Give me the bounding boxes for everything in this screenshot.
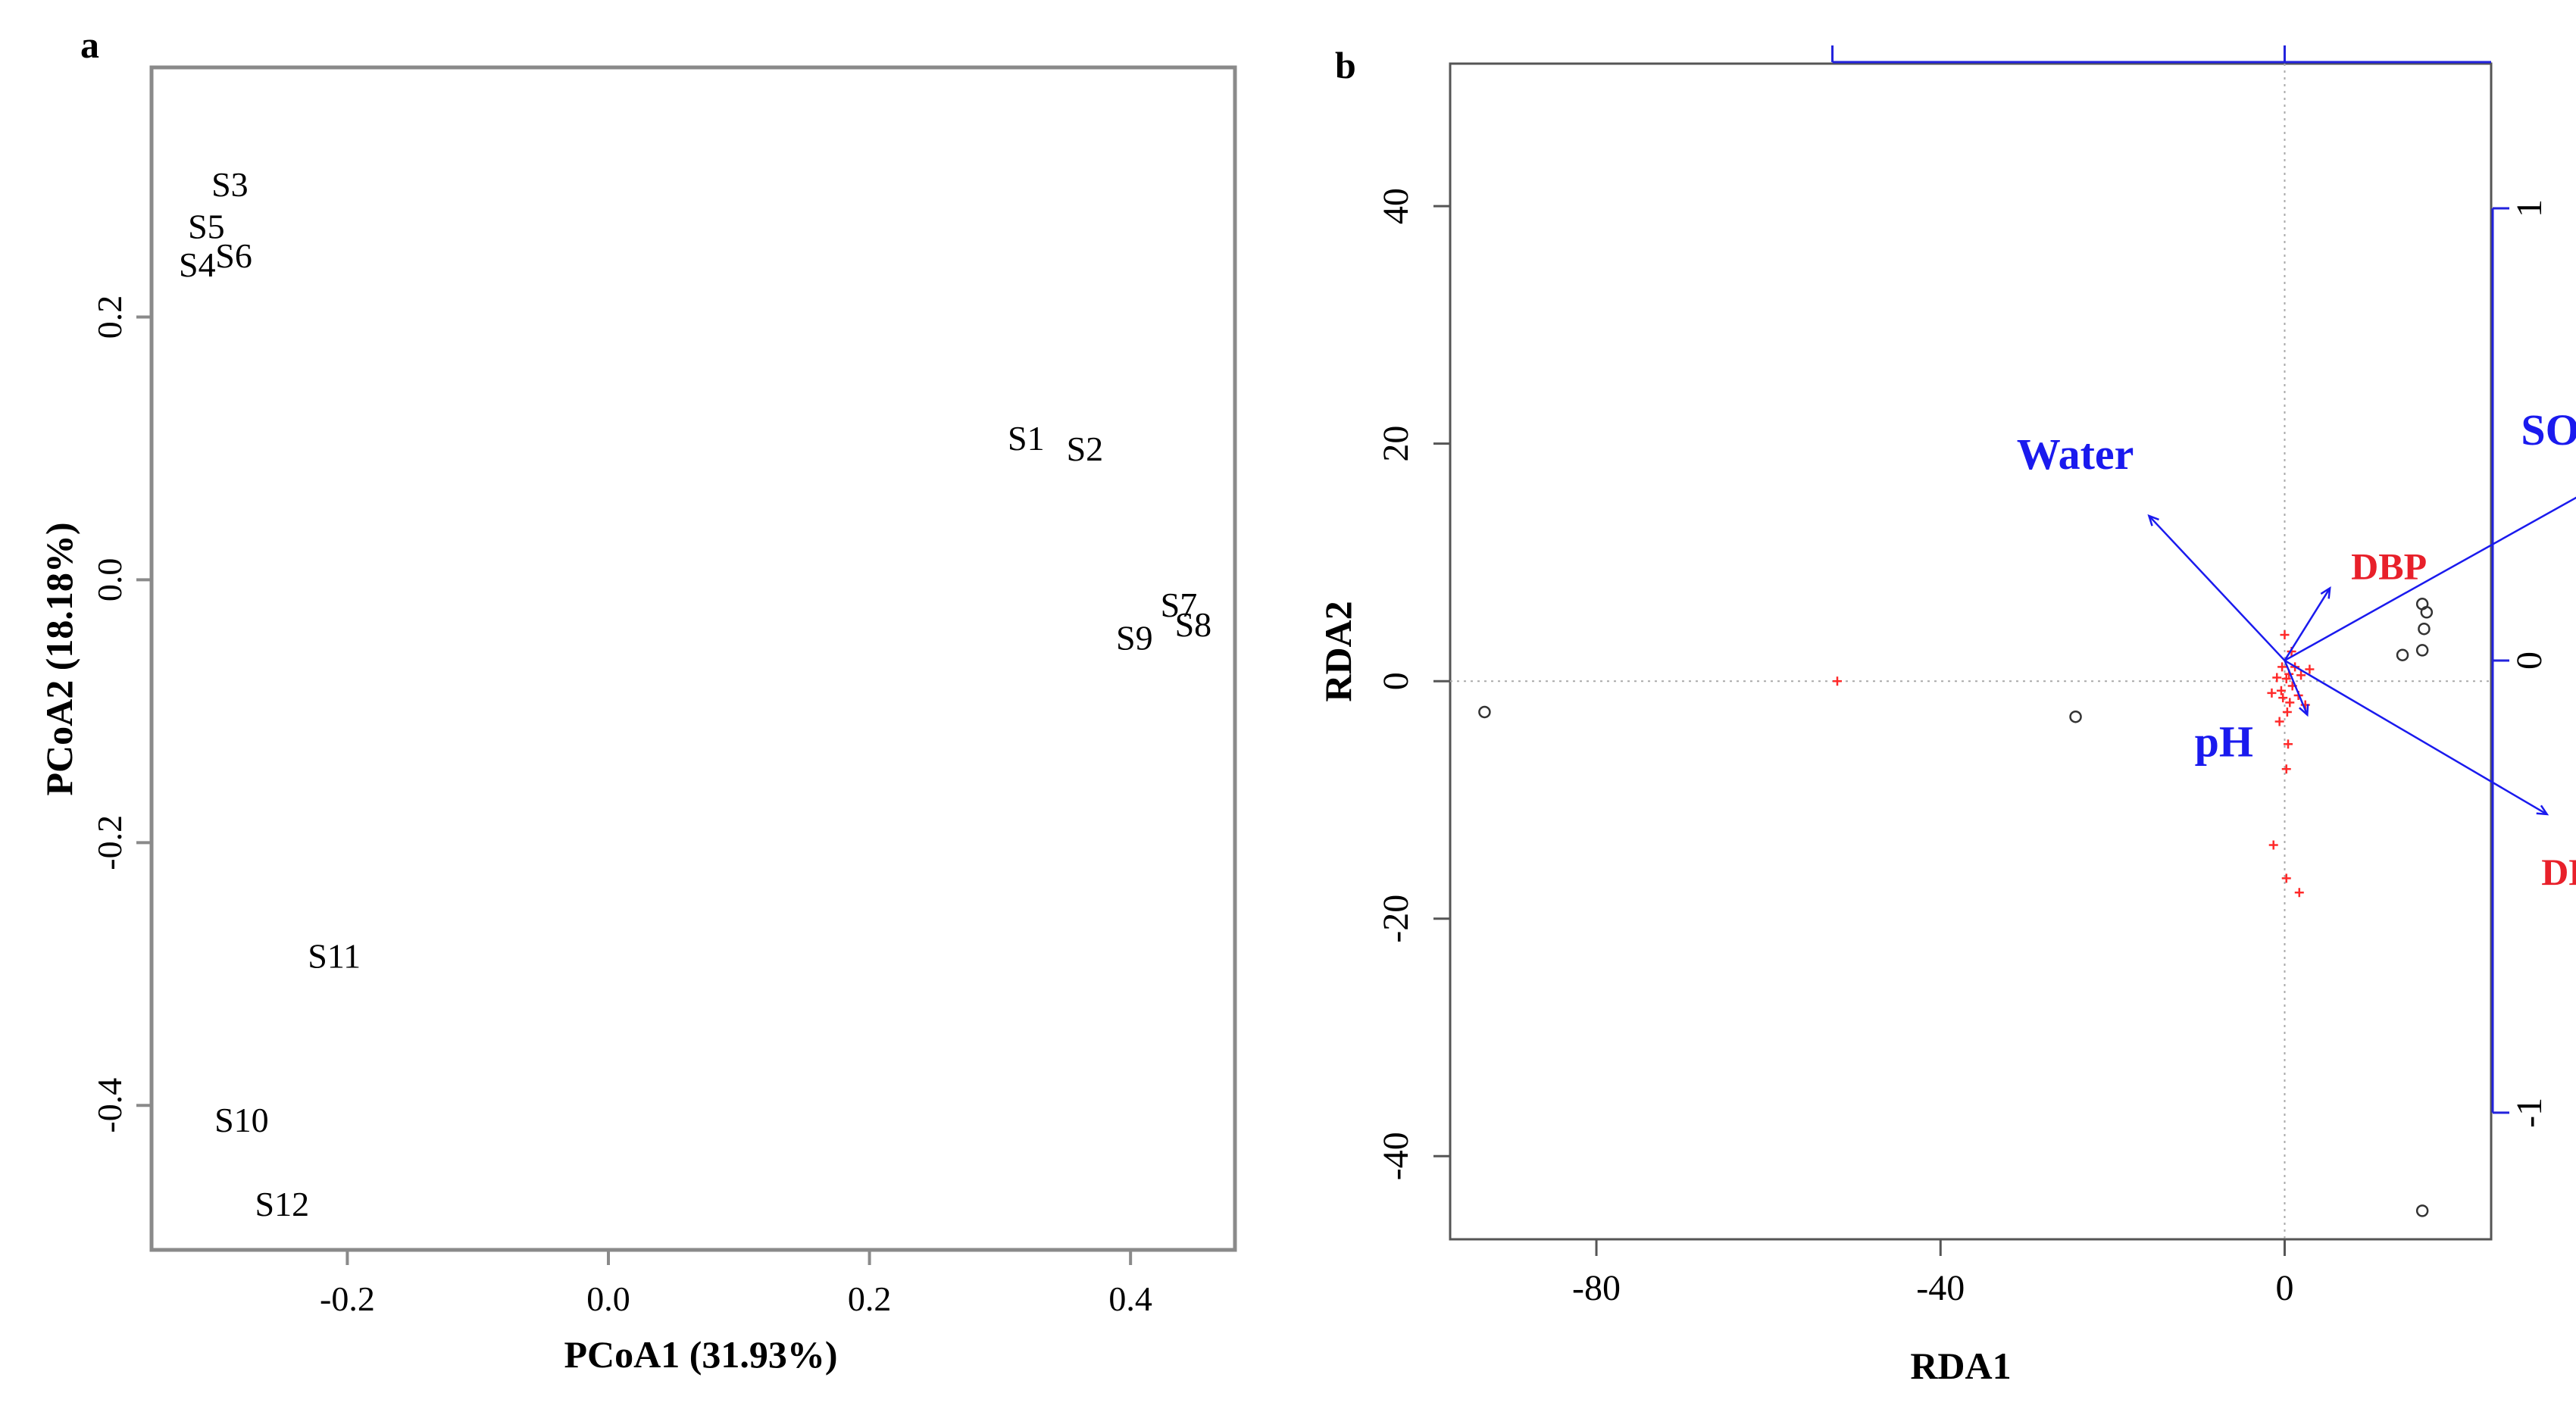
vector-ph: pH bbox=[2195, 660, 2309, 767]
x-tick-label--0-2: -0.2 bbox=[320, 1279, 375, 1318]
sample-label-s5: S5 bbox=[188, 208, 225, 246]
panel-b-label: b bbox=[1335, 44, 1356, 86]
vector-label-ph: pH bbox=[2195, 717, 2253, 767]
y-tick-label-0-0: 0.0 bbox=[90, 558, 129, 602]
species-point bbox=[2280, 630, 2290, 640]
species-point bbox=[2282, 707, 2292, 717]
y-tick-label--40: -40 bbox=[1376, 1132, 1416, 1180]
panel-b-rda-biplot: b -80 -40 0 -40 -20 0 20 40 -1 0 1 Water SOM DBP pH… bbox=[1317, 44, 2576, 1387]
panel-b-secondary-axes: -1 0 1 bbox=[1831, 45, 2549, 1128]
site-point bbox=[2396, 648, 2409, 661]
sample-label-s10: S10 bbox=[214, 1101, 269, 1139]
sample-label-s2: S2 bbox=[1067, 430, 1104, 468]
species-point bbox=[2277, 662, 2287, 672]
sample-label-s8: S8 bbox=[1175, 605, 1212, 644]
x-tick-label--40: -40 bbox=[1916, 1268, 1965, 1308]
panel-a-x-axis-title: PCoA1 (31.93%) bbox=[564, 1333, 837, 1376]
site-point bbox=[2415, 1204, 2429, 1217]
y-tick-label-0: 0 bbox=[1376, 672, 1416, 690]
sample-label-s4: S4 bbox=[179, 245, 216, 284]
vector-arrow-shaft bbox=[2148, 515, 2286, 661]
y-tick-label--0-2: -0.2 bbox=[90, 815, 129, 870]
species-point bbox=[2276, 686, 2286, 695]
species-point bbox=[2274, 717, 2284, 726]
vector-arrow-shaft bbox=[2284, 659, 2548, 815]
sample-label-s9: S9 bbox=[1116, 619, 1153, 658]
panel-a-y-axis: -0.4 -0.2 0.0 0.2 bbox=[90, 295, 152, 1133]
species-point bbox=[2296, 670, 2306, 680]
vector-label-water: Water bbox=[2017, 430, 2134, 479]
species-point bbox=[2268, 840, 2278, 850]
x-tick-label--80: -80 bbox=[1572, 1268, 1621, 1308]
panel-b-species-points bbox=[1832, 630, 2315, 898]
vector-dehp: DEHP bbox=[2284, 659, 2576, 893]
sample-label-s1: S1 bbox=[1008, 419, 1045, 458]
vector-water: Water bbox=[2017, 430, 2286, 661]
species-point bbox=[1832, 676, 1842, 686]
species-point bbox=[2278, 693, 2288, 703]
site-point bbox=[2418, 622, 2431, 636]
vector-arrow-shaft bbox=[2284, 660, 2309, 716]
vector-dbp: DBP bbox=[2284, 545, 2427, 661]
x-tick-label-0: 0 bbox=[2275, 1268, 2293, 1308]
sample-label-s6: S6 bbox=[215, 236, 252, 275]
y-tick-label-0-2: 0.2 bbox=[90, 295, 129, 339]
x-tick-label-0-2: 0.2 bbox=[848, 1279, 892, 1318]
vector-arrow-head bbox=[2147, 514, 2159, 526]
panel-b-site-points bbox=[1478, 598, 2434, 1217]
site-point bbox=[2420, 606, 2434, 619]
site-point bbox=[2415, 644, 2429, 657]
species-point bbox=[2281, 873, 2291, 883]
vector-arrow-head bbox=[2320, 586, 2331, 599]
species-point bbox=[2272, 673, 2282, 683]
species-point bbox=[2267, 688, 2277, 698]
panel-a-pcoa-plot: a -0.2 0.0 0.2 0.4 -0.4-0.20.00.2 S1 S2S3S4S… bbox=[38, 23, 1237, 1376]
right-axis-tick-label-1: 1 bbox=[2509, 199, 2549, 217]
site-point bbox=[1478, 705, 1491, 719]
y-tick-label--20: -20 bbox=[1376, 895, 1416, 943]
right-axis-tick-label-0: 0 bbox=[2509, 651, 2549, 670]
species-point bbox=[2281, 764, 2291, 774]
vector-som: SOM bbox=[2284, 405, 2576, 662]
panel-b-y-axis-title: RDA2 bbox=[1317, 601, 1359, 701]
vector-label-dehp: DEHP bbox=[2541, 851, 2576, 893]
species-point bbox=[2294, 888, 2304, 898]
sample-label-s12: S12 bbox=[255, 1185, 309, 1223]
y-tick-label-20: 20 bbox=[1376, 426, 1416, 462]
species-point bbox=[2305, 664, 2315, 674]
vector-label-som: SOM bbox=[2521, 405, 2576, 455]
panel-b-x-axis: -80 -40 0 bbox=[1572, 1238, 2293, 1308]
sample-label-s11: S11 bbox=[308, 936, 361, 975]
panel-a-y-axis-title: PCoA2 (18.18%) bbox=[38, 522, 80, 795]
species-point bbox=[2284, 739, 2293, 749]
right-axis-tick-label--1: -1 bbox=[2509, 1098, 2549, 1128]
y-tick-label--0-4: -0.4 bbox=[90, 1078, 129, 1133]
panel-b-environment-vectors: Water SOM DBP pH DEHP bbox=[2017, 405, 2576, 893]
x-tick-label-0-4: 0.4 bbox=[1108, 1279, 1152, 1318]
panel-b-y-axis: -40 -20 0 20 40 bbox=[1376, 188, 1450, 1180]
sample-label-s7: S7 bbox=[1161, 586, 1198, 624]
panel-b-reference-lines bbox=[1450, 64, 2491, 1239]
panel-a-x-axis: -0.2 0.0 0.2 0.4 bbox=[320, 1250, 1152, 1318]
panel-b-x-axis-title: RDA1 bbox=[1910, 1345, 2011, 1387]
vector-arrow-head bbox=[2299, 704, 2309, 717]
species-point bbox=[2281, 674, 2291, 684]
vector-label-dbp: DBP bbox=[2351, 545, 2427, 587]
vector-arrow-head bbox=[2536, 804, 2549, 816]
vector-arrow-shaft bbox=[2284, 496, 2576, 662]
x-tick-label-0-0: 0.0 bbox=[586, 1279, 630, 1318]
y-tick-label-40: 40 bbox=[1376, 188, 1416, 224]
vector-arrow-shaft bbox=[2284, 587, 2331, 661]
sample-label-s3: S3 bbox=[211, 165, 249, 204]
species-point bbox=[2285, 698, 2295, 708]
panel-a-plot-frame bbox=[149, 65, 1237, 1252]
panel-a-label: a bbox=[80, 23, 99, 66]
site-point bbox=[2069, 710, 2082, 723]
panel-b-plot-frame bbox=[1449, 62, 2493, 1241]
